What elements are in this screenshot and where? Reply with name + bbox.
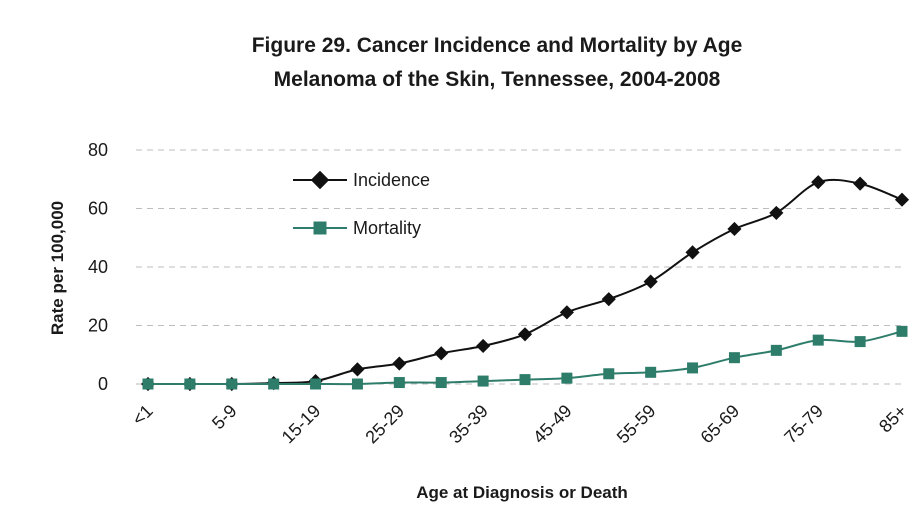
x-tick-label: 5-9 xyxy=(208,401,241,434)
x-tick-label: 45-49 xyxy=(529,401,576,448)
data-point-marker xyxy=(811,175,826,190)
legend-label-mortality: Mortality xyxy=(353,218,421,238)
series-mortality xyxy=(142,325,908,390)
data-point-marker xyxy=(434,346,449,361)
x-tick-label: 25-29 xyxy=(361,401,408,448)
x-tick-label: 55-59 xyxy=(613,401,660,448)
data-point-marker xyxy=(728,352,740,364)
data-point-marker xyxy=(685,245,700,260)
series xyxy=(140,175,910,392)
x-axis-title: Age at Diagnosis or Death xyxy=(416,483,628,502)
data-point-marker xyxy=(727,221,742,237)
data-point-marker xyxy=(268,378,280,390)
data-point-marker xyxy=(477,375,489,387)
data-point-marker xyxy=(769,205,784,220)
data-point-marker xyxy=(559,305,574,320)
x-tick-label: 75-79 xyxy=(780,401,827,448)
data-point-marker xyxy=(812,334,824,346)
y-tick-label: 60 xyxy=(88,199,108,219)
data-point-marker xyxy=(601,292,616,307)
data-point-marker xyxy=(519,374,531,386)
y-tick-label: 0 xyxy=(98,374,108,394)
data-point-marker xyxy=(643,274,658,289)
data-point-marker xyxy=(351,378,363,390)
series-line xyxy=(147,178,903,386)
x-tick-label: 85+ xyxy=(875,401,911,437)
legend-label-incidence: Incidence xyxy=(353,170,430,190)
y-axis-title: Rate per 100,000 xyxy=(48,201,67,335)
data-point-marker xyxy=(435,377,447,389)
data-point-marker xyxy=(770,344,782,356)
data-point-marker xyxy=(687,362,699,374)
data-point-marker xyxy=(561,372,573,384)
data-point-marker xyxy=(184,378,196,390)
data-point-marker xyxy=(392,356,407,371)
data-point-marker xyxy=(853,176,868,191)
data-point-marker xyxy=(645,366,657,378)
chart-title: Figure 29. Cancer Incidence and Mortalit… xyxy=(252,34,743,57)
chart-subtitle: Melanoma of the Skin, Tennessee, 2004-20… xyxy=(274,68,721,91)
data-point-marker xyxy=(894,192,910,207)
x-tick-label: 15-19 xyxy=(278,401,325,448)
data-point-marker xyxy=(226,378,238,390)
y-tick-label: 20 xyxy=(88,316,108,336)
x-tick-label: 35-39 xyxy=(445,401,492,448)
data-point-marker xyxy=(854,336,866,348)
gridlines xyxy=(136,149,902,385)
x-tick-label: 65-69 xyxy=(697,401,744,448)
data-point-marker xyxy=(517,327,533,342)
x-tick-label: <1 xyxy=(128,401,157,430)
legend-marker-mortality xyxy=(313,221,327,235)
data-point-marker xyxy=(603,368,615,380)
data-point-marker xyxy=(896,325,908,337)
legend-marker-incidence xyxy=(310,170,330,190)
y-axis-ticks: 0 20 40 60 80 xyxy=(88,140,108,394)
y-tick-label: 40 xyxy=(88,257,108,277)
series-incidence xyxy=(140,175,910,392)
data-point-marker xyxy=(476,338,491,354)
legend: Incidence Mortality xyxy=(293,170,430,238)
data-point-marker xyxy=(393,377,405,389)
data-point-marker xyxy=(350,362,365,377)
x-axis-ticks: <1 5-9 15-19 25-29 35-39 45-49 55-59 65-69 75-79… xyxy=(128,401,911,448)
data-point-marker xyxy=(310,378,322,390)
data-point-marker xyxy=(142,378,154,390)
y-tick-label: 80 xyxy=(88,140,108,160)
